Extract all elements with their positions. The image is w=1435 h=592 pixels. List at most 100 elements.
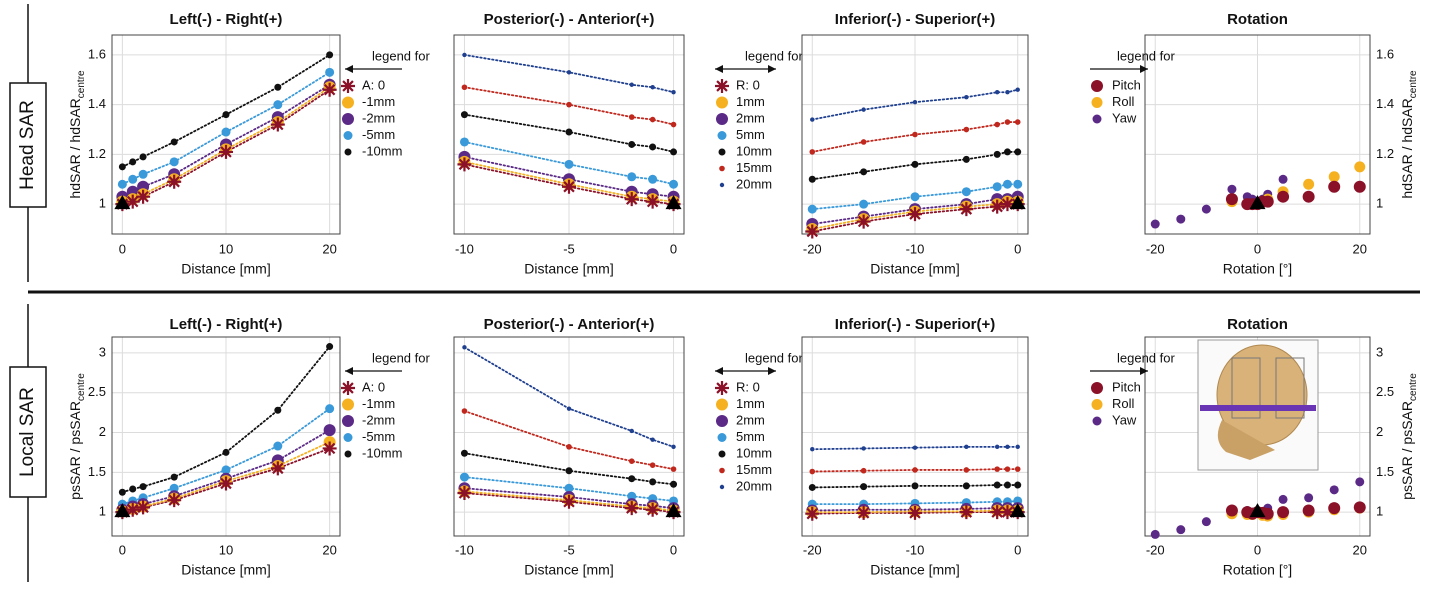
- marker: [1261, 195, 1274, 208]
- centre-marker: [1009, 195, 1026, 210]
- marker: [860, 467, 867, 474]
- legend-marker: [1091, 80, 1103, 92]
- y-tick-label: 2.5: [88, 384, 106, 399]
- marker: [139, 153, 147, 161]
- arrow-head: [715, 65, 723, 73]
- marker: [1004, 466, 1011, 472]
- marker: [326, 343, 334, 351]
- axes-box: [453, 34, 685, 235]
- legend-title: legend for: [745, 350, 803, 365]
- y-tick-label: 1.2: [1376, 146, 1394, 161]
- legend-label: Pitch: [1112, 77, 1141, 92]
- legend-label: -1mm: [362, 396, 395, 411]
- marker: [629, 82, 634, 87]
- legend-marker: [342, 96, 354, 109]
- y-tick-label: 1: [1376, 196, 1383, 211]
- marker: [624, 192, 639, 207]
- marker: [809, 468, 816, 475]
- x-tick-label: 0: [1254, 241, 1261, 256]
- legend-marker: [342, 415, 354, 427]
- legend-marker: [716, 96, 728, 109]
- marker: [860, 483, 868, 491]
- arrow-head: [768, 65, 776, 73]
- marker: [1329, 485, 1339, 495]
- legend-label: -5mm: [362, 429, 395, 444]
- marker: [1354, 161, 1366, 173]
- marker: [964, 444, 969, 450]
- y-axis-label: psSAR / psSARcentre: [67, 373, 87, 500]
- legend-marker: [342, 113, 354, 125]
- marker: [1353, 501, 1366, 514]
- marker: [912, 99, 918, 105]
- marker: [1225, 504, 1238, 517]
- legend-label: Yaw: [1112, 412, 1137, 427]
- legend-marker: [716, 398, 728, 411]
- marker: [861, 446, 866, 451]
- axes-box: [1144, 34, 1371, 235]
- marker: [1328, 171, 1340, 183]
- marker: [118, 163, 126, 171]
- legend-marker: [716, 113, 728, 125]
- x-tick-label: 0: [670, 241, 677, 256]
- marker: [461, 408, 468, 414]
- marker: [457, 157, 472, 172]
- y-axis-label-subscript: centre: [1408, 373, 1419, 401]
- y-axis-label: psSAR / psSARcentre: [1399, 373, 1419, 500]
- marker: [270, 461, 285, 476]
- marker: [273, 100, 283, 110]
- legend-label: A: 0: [362, 77, 385, 92]
- legend-label: -2mm: [362, 110, 395, 125]
- row-label: Head SAR: [17, 100, 38, 190]
- y-tick-label: 1: [1376, 504, 1383, 519]
- marker: [860, 168, 868, 176]
- x-axis-label: Distance [mm]: [181, 562, 270, 578]
- x-tick-label: -10: [455, 241, 474, 256]
- chart-title: Left(-) - Right(+): [170, 316, 283, 333]
- legend-marker: [1091, 399, 1103, 410]
- marker: [1003, 481, 1011, 489]
- marker: [1005, 90, 1010, 95]
- marker: [962, 155, 970, 163]
- y-axis-label-text: psSAR / psSAR: [67, 401, 83, 500]
- series-line: [463, 141, 675, 186]
- marker: [808, 175, 816, 183]
- marker: [650, 85, 655, 90]
- marker: [1277, 506, 1290, 519]
- marker: [139, 483, 147, 491]
- legend-title: legend for: [372, 48, 430, 63]
- marker: [805, 506, 820, 521]
- legend-label: Roll: [1112, 94, 1135, 109]
- marker: [221, 465, 231, 475]
- marker: [645, 194, 660, 209]
- marker: [911, 160, 919, 168]
- x-tick-label: 0: [1254, 542, 1261, 557]
- marker: [169, 483, 179, 493]
- y-tick-label: 2.5: [1376, 384, 1394, 399]
- head-image: [1197, 339, 1319, 471]
- face: [1217, 420, 1275, 460]
- marker: [963, 126, 970, 133]
- marker: [1176, 214, 1186, 224]
- marker: [117, 179, 127, 189]
- legend-marker: [715, 79, 729, 93]
- marker: [650, 437, 655, 442]
- marker: [274, 406, 282, 414]
- marker: [129, 158, 137, 166]
- marker: [994, 466, 1000, 472]
- marker: [912, 445, 918, 450]
- y-tick-label: 1.5: [88, 464, 106, 479]
- marker: [138, 169, 148, 179]
- marker: [459, 472, 469, 482]
- marker: [1225, 193, 1238, 206]
- legend-label: 10mm: [736, 143, 772, 158]
- x-axis-label: Rotation [°]: [1223, 261, 1292, 277]
- arrow-head: [1140, 367, 1148, 375]
- marker: [860, 139, 867, 145]
- marker: [566, 70, 572, 75]
- plane: [1200, 405, 1316, 411]
- marker: [670, 466, 677, 472]
- marker: [649, 462, 656, 468]
- row-label-box: [9, 366, 47, 498]
- marker: [274, 83, 282, 91]
